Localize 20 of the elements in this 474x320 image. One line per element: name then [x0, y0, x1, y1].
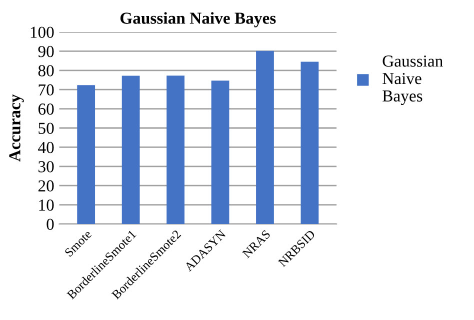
y-tick-label: 0	[46, 218, 54, 230]
y-tick-label: 70	[38, 84, 54, 96]
y-tick-label: 30	[38, 161, 54, 172]
y-tick-label: 10	[39, 200, 54, 211]
bar	[77, 85, 96, 224]
y-tick-label: 60	[38, 104, 54, 115]
y-tick-label: 100	[30, 26, 54, 38]
legend-label: Gaussian Naive Bayes	[382, 56, 443, 106]
y-tick-label: 40	[38, 142, 54, 154]
y-axis-title: Accuracy	[9, 94, 24, 162]
y-tick-label: 90	[38, 46, 54, 58]
bar	[300, 62, 319, 224]
y-tick-label: 50	[38, 122, 54, 134]
y-tick-label: 20	[38, 180, 54, 192]
bar	[166, 76, 184, 224]
bar	[211, 80, 230, 224]
chart-title: Gaussian Naive Bayes	[120, 12, 276, 28]
bar	[256, 50, 274, 224]
bar	[122, 76, 140, 224]
y-tick-label: 80	[38, 65, 54, 76]
